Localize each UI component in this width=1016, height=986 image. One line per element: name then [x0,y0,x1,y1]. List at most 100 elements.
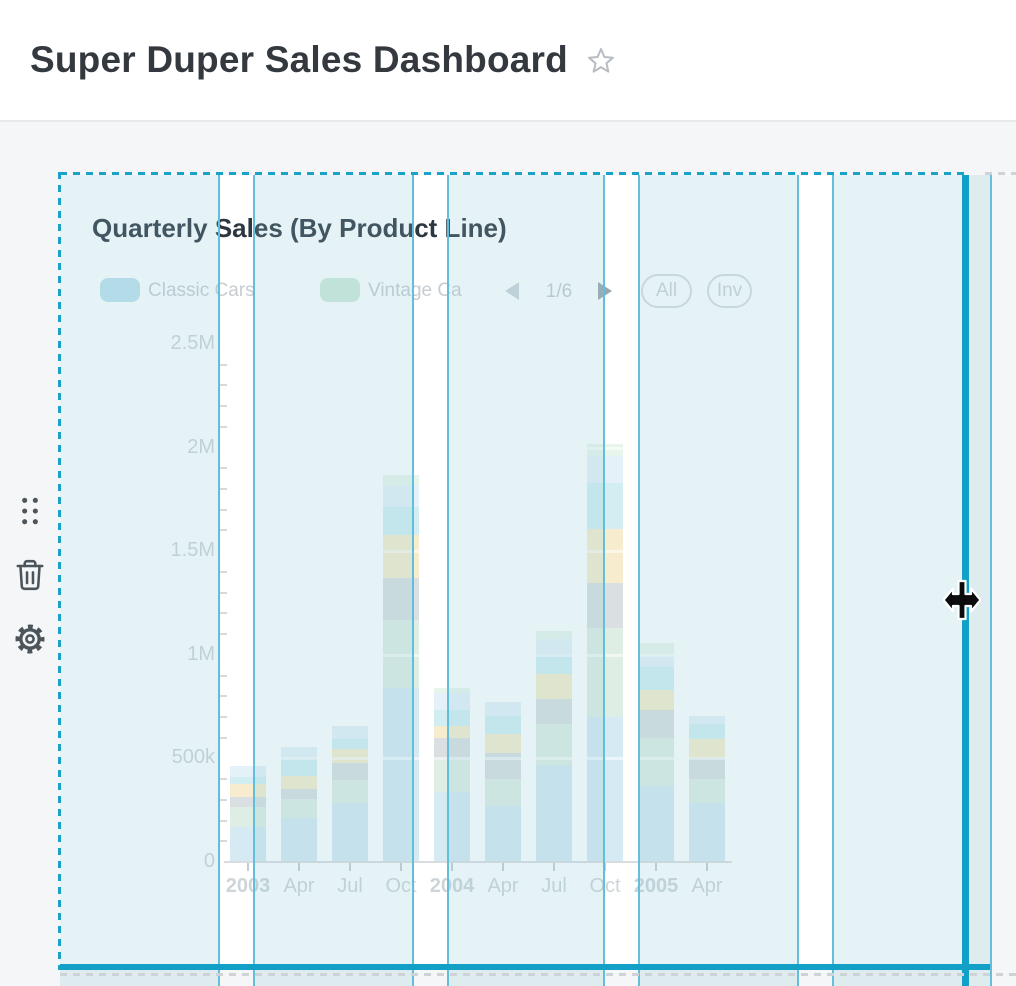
bar-segment-vintage-cars[interactable] [638,738,674,787]
bar-segment--unlabeled-cyan-[interactable] [536,654,572,674]
y-axis-minor-tick [218,591,227,594]
bar-segment--unlabeled-cyan-[interactable] [332,739,368,749]
bar-segment-vintage-cars[interactable] [689,778,725,803]
favorite-star-icon[interactable] [586,46,616,81]
chart-title: Quarterly Sales (By Product Line) [92,213,507,243]
bar-segment-classic-cars[interactable] [536,765,572,861]
bar-segment--unlabeled-yellow-[interactable] [485,734,521,753]
y-axis-minor-tick [218,715,227,718]
bar-segment--unlabeled-cyan-[interactable] [434,710,470,726]
bar-segment--unlabeled-yellow-[interactable] [638,690,674,711]
y-axis-tick-label: 1M [187,642,215,665]
y-axis-minor-tick [218,674,227,677]
resize-cursor-icon [942,579,982,626]
bar-segment--unlabeled-pale-blue-[interactable] [536,639,572,655]
y-axis-minor-tick [218,405,227,408]
x-axis-tick-label: Apr [283,875,315,897]
bar-segment--unlabeled-gray-[interactable] [587,583,623,629]
bar-segment-classic-cars[interactable] [434,792,470,861]
bar-segment--unlabeled-cyan-[interactable] [485,716,521,735]
bar-segment-classic-cars[interactable] [230,826,266,861]
bar-segment-vintage-cars[interactable] [230,806,266,827]
bar-segment--unlabeled-gray-[interactable] [281,789,317,799]
bar-segment--unlabeled-cyan-[interactable] [638,666,674,691]
bar-segment--unlabeled-pale-blue-[interactable] [434,692,470,711]
bar-segment--unlabeled-cyan-[interactable] [281,759,317,776]
bar-segment--unlabeled-yellow-[interactable] [230,784,266,797]
bar-segment--unlabeled-gray-[interactable] [230,796,266,807]
bar-segment-vintage-cars[interactable] [434,760,470,793]
bar-segment-classic-cars[interactable] [689,802,725,861]
bar-segment--unlabeled-gray-[interactable] [689,758,725,779]
y-axis-minor-tick [218,840,227,843]
bar-segment--unlabeled-pale-blue-[interactable] [638,656,674,667]
x-axis-tick [349,863,351,871]
grid-column-line [797,175,799,986]
legend-show-all-button[interactable]: All [641,274,692,308]
legend-prev-page-icon[interactable] [505,282,519,300]
x-axis-tick [553,863,555,871]
legend-invert-button[interactable]: Inv [707,274,752,308]
y-axis-minor-tick [218,508,227,511]
grid-column-line [218,175,220,986]
drag-handle-icon[interactable] [11,492,49,530]
bar-segment--unlabeled-gray-[interactable] [434,738,470,761]
bar-segment--unlabeled-cyan-[interactable] [689,723,725,740]
legend-label-classic-cars[interactable]: Classic Cars [148,280,255,301]
bar-segment--unlabeled-pale-blue-[interactable] [689,716,725,724]
bar-segment--unlabeled-pale-blue-[interactable] [587,456,623,484]
bar-segment--unlabeled-yellow-[interactable] [434,725,470,739]
y-axis-minor-tick [218,363,227,366]
bar-segment--unlabeled-pale-blue-[interactable] [281,746,317,760]
card-border-top [60,172,966,175]
y-axis-minor-tick [218,695,227,698]
bar-segment-classic-cars[interactable] [638,786,674,861]
bar-segment--unlabeled-yellow-[interactable] [689,739,725,759]
x-axis-line [224,861,732,863]
gear-icon[interactable] [11,620,49,658]
bar-segment--unlabeled-gray-[interactable] [332,763,368,780]
bar-segment-vintage-cars[interactable] [485,778,521,806]
legend-swatch-vintage-cars[interactable] [320,278,360,302]
card-border-bottom [60,964,990,970]
bar-segment--unlabeled-pale-blue-[interactable] [485,701,521,717]
legend-next-page-icon[interactable] [598,282,612,300]
bar-segment-classic-cars[interactable] [485,805,521,861]
bar-segment-vintage-cars[interactable] [587,628,623,718]
x-axis-tick-label: Apr [487,875,519,897]
plot-gridline [226,343,952,346]
x-axis-tick [604,863,606,871]
trash-icon[interactable] [11,556,49,594]
bar-segment--unlabeled-yellow-[interactable] [587,529,623,584]
bar-segment--unlabeled-pale-blue-[interactable] [383,485,419,508]
x-axis-tick [706,863,708,871]
bar-segment--unlabeled-pale-blue-[interactable] [230,766,266,777]
bar-segment--unlabeled-yellow-[interactable] [536,673,572,699]
bar-segment--unlabeled-pale-green-[interactable] [434,688,470,693]
bar-segment--unlabeled-yellow-[interactable] [281,775,317,790]
legend-swatch-classic-cars[interactable] [100,278,140,302]
bar-segment-classic-cars[interactable] [332,802,368,861]
y-axis-minor-tick [218,736,227,739]
bar-segment--unlabeled-cyan-[interactable] [230,776,266,785]
bar-segment--unlabeled-gray-[interactable] [536,698,572,724]
bar-segment-vintage-cars[interactable] [281,798,317,819]
bar-segment--unlabeled-gray-[interactable] [485,752,521,779]
bar-segment-classic-cars[interactable] [587,717,623,861]
bar-segment--unlabeled-gray-[interactable] [638,710,674,739]
y-axis-minor-tick [218,819,227,822]
bar-segment--unlabeled-pale-green-[interactable] [383,475,419,486]
x-axis-tick [298,863,300,871]
bar-segment--unlabeled-pale-green-[interactable] [638,642,674,657]
bar-segment--unlabeled-pale-green-[interactable] [536,631,572,640]
bar-segment--unlabeled-yellow-[interactable] [332,748,368,764]
bar-segment-classic-cars[interactable] [281,818,317,861]
grid-column-line [447,175,449,986]
bar-segment--unlabeled-cyan-[interactable] [587,483,623,530]
bar-segment-vintage-cars[interactable] [332,779,368,803]
y-axis-tick-label: 2M [187,435,215,458]
grid-column-line [990,175,992,986]
x-axis-tick [655,863,657,871]
legend-label-vintage-cars[interactable]: Vintage Ca [368,280,462,301]
bar-segment--unlabeled-pale-blue-[interactable] [332,725,368,740]
